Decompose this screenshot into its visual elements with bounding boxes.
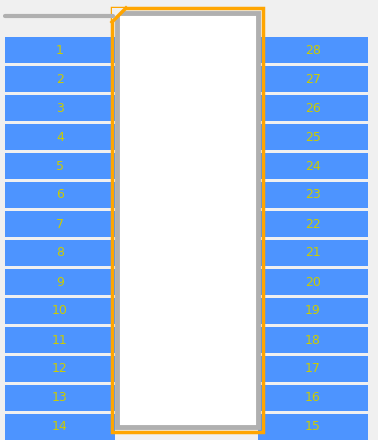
Bar [5, 211, 115, 237]
Bar [5, 66, 115, 92]
Bar [5, 182, 115, 208]
Text: 14: 14 [52, 421, 68, 433]
Text: 15: 15 [305, 421, 321, 433]
Bar [258, 385, 368, 411]
Text: 12: 12 [52, 363, 68, 375]
Bar [5, 385, 115, 411]
Polygon shape [112, 8, 126, 22]
Text: 8: 8 [56, 246, 64, 260]
Text: 20: 20 [305, 275, 321, 289]
Text: 21: 21 [305, 246, 321, 260]
Text: 3: 3 [56, 102, 64, 114]
Bar [258, 414, 368, 440]
Text: 22: 22 [305, 217, 321, 231]
Bar [258, 211, 368, 237]
Text: 18: 18 [305, 334, 321, 346]
Bar [5, 240, 115, 266]
Bar [5, 298, 115, 324]
Bar [258, 182, 368, 208]
Bar [258, 66, 368, 92]
Bar [5, 124, 115, 150]
Text: 4: 4 [56, 131, 64, 143]
Bar [258, 356, 368, 382]
Bar [258, 269, 368, 295]
Text: 28: 28 [305, 44, 321, 56]
Text: 6: 6 [56, 188, 64, 202]
Text: 13: 13 [52, 392, 68, 404]
Bar [5, 37, 115, 63]
Bar [258, 240, 368, 266]
Bar [5, 269, 115, 295]
Bar [117, 13, 258, 427]
Text: 7: 7 [56, 217, 64, 231]
Text: 25: 25 [305, 131, 321, 143]
Text: 5: 5 [56, 160, 64, 172]
Text: 27: 27 [305, 73, 321, 85]
Text: 23: 23 [305, 188, 321, 202]
Text: 26: 26 [305, 102, 321, 114]
Text: 9: 9 [56, 275, 64, 289]
Bar [258, 153, 368, 179]
Text: 17: 17 [305, 363, 321, 375]
Bar [258, 124, 368, 150]
Text: 11: 11 [52, 334, 68, 346]
Bar [258, 95, 368, 121]
Bar [5, 356, 115, 382]
Bar [258, 327, 368, 353]
Text: 2: 2 [56, 73, 64, 85]
Bar [5, 95, 115, 121]
Bar [5, 414, 115, 440]
Bar [5, 327, 115, 353]
Text: 19: 19 [305, 304, 321, 318]
Bar [5, 153, 115, 179]
Bar [258, 37, 368, 63]
Text: 16: 16 [305, 392, 321, 404]
Bar [112, 8, 263, 432]
Text: 1: 1 [56, 44, 64, 56]
Text: 10: 10 [52, 304, 68, 318]
Bar [258, 298, 368, 324]
Text: 24: 24 [305, 160, 321, 172]
